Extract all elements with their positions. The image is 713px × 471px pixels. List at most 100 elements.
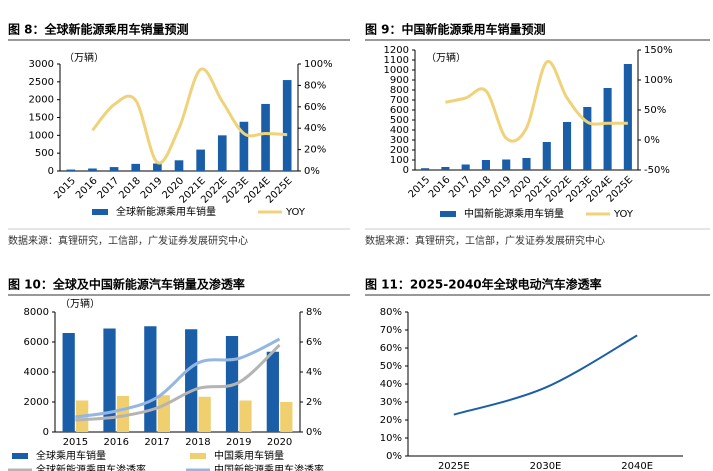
y-tick-label: 300 [390, 135, 409, 146]
line-series [453, 334, 638, 416]
bar [522, 158, 531, 170]
bar [109, 167, 119, 171]
bar [196, 149, 205, 171]
y-tick-label: 2000 [24, 397, 49, 408]
y-tick-label: 1000 [384, 65, 409, 76]
y2-tick-label: 150% [644, 45, 673, 56]
y-tick-label: 900 [390, 75, 409, 86]
y2-tick-label: 8% [306, 307, 322, 318]
y-tick-label: 50% [380, 361, 402, 372]
line-series [75, 343, 281, 422]
bar [116, 396, 130, 432]
bar [282, 80, 292, 171]
line-series [75, 337, 281, 419]
x-tick-label: 2016 [74, 175, 100, 201]
unit-note: （万辆） [426, 51, 466, 64]
legend-swatch [92, 209, 108, 215]
bar [603, 88, 612, 170]
y-tick-label: 70% [380, 325, 402, 336]
y-tick-label: 100 [390, 155, 409, 166]
x-tick-label: 2018 [117, 175, 143, 201]
bar [174, 160, 184, 171]
bar [623, 64, 632, 170]
bar [562, 122, 572, 170]
y2-tick-label: 0% [304, 166, 320, 177]
line-series [91, 67, 288, 165]
bar [502, 159, 511, 170]
bar [239, 400, 252, 432]
x-tick-label: 2016 [427, 174, 453, 200]
y2-tick-label: 4% [306, 367, 322, 378]
bar [239, 121, 249, 171]
x-tick-label: 2030E [530, 461, 562, 471]
y-tick-label: 80% [380, 307, 402, 318]
bar [542, 142, 551, 170]
legend-swatch [190, 453, 206, 459]
y-tick-label: 60% [380, 343, 402, 354]
legend-label: YOY [613, 209, 634, 220]
y2-tick-label: 50% [644, 105, 666, 116]
y2-tick-label: 6% [306, 337, 322, 348]
y-tick-label: 0% [386, 451, 402, 462]
y-tick-label: 0 [43, 427, 49, 438]
line-series [445, 60, 628, 143]
y-tick-label: 8000 [24, 307, 49, 318]
x-tick-label: 2020 [267, 437, 292, 448]
y-tick-label: 200 [390, 145, 409, 156]
y-tick-label: 6000 [24, 337, 49, 348]
y-tick-label: 3000 [29, 59, 54, 70]
y-tick-label: 4000 [24, 367, 49, 378]
y-tick-label: 10% [380, 433, 402, 444]
source-note: 数据来源：真锂研究，工信部，广发证券发展研究中心 [8, 234, 248, 247]
bar [461, 164, 470, 170]
bar [481, 160, 491, 170]
legend-label: YOY [285, 207, 306, 218]
x-tick-label: 2040E [621, 461, 653, 471]
x-tick-label: 2015 [407, 174, 433, 200]
chart-title: 图 11：2025-2040年全球电动汽车渗透率 [365, 277, 602, 292]
legend-label: 全球新能源乘用车销量 [116, 205, 216, 218]
y-tick-label: 1200 [384, 45, 409, 56]
y2-tick-label: 2% [306, 397, 322, 408]
x-tick-label: 2017 [96, 175, 122, 201]
x-tick-label: 2016 [104, 437, 129, 448]
unit-note: （万辆） [64, 51, 104, 64]
y-tick-label: 400 [390, 125, 409, 136]
legend-label: 全球新能源乘用车渗透率 [36, 463, 146, 471]
bar [441, 167, 450, 170]
y2-tick-label: 100% [304, 59, 333, 70]
y-tick-label: 800 [390, 85, 409, 96]
x-tick-label: 2017 [447, 174, 473, 200]
x-tick-label: 2018 [185, 437, 210, 448]
y-tick-label: 30% [380, 397, 402, 408]
y-tick-label: 1100 [384, 55, 409, 66]
y2-tick-label: 20% [304, 145, 326, 156]
chart-title: 图 10：全球及中国新能源汽车销量及渗透率 [8, 277, 245, 292]
bar [261, 103, 270, 171]
y2-tick-label: 0% [306, 427, 322, 438]
y-tick-label: 2500 [29, 77, 54, 88]
x-tick-label: 2018 [467, 174, 493, 200]
x-tick-label: 2025E [438, 461, 470, 471]
x-tick-label: 2019 [139, 175, 165, 201]
y-tick-label: 0 [403, 165, 409, 176]
x-tick-label: 2017 [144, 437, 169, 448]
bar [266, 351, 279, 432]
source-note: 数据来源：真锂研究，工信部，广发证券发展研究中心 [365, 234, 605, 247]
bar [103, 328, 116, 432]
legend-label: 中国新能源乘用车销量 [464, 207, 564, 220]
x-tick-label: 2019 [488, 174, 514, 200]
bar [185, 329, 198, 432]
y-tick-label: 700 [390, 95, 409, 106]
y2-tick-label: 40% [304, 123, 326, 134]
bar [157, 395, 170, 432]
legend-label: 全球乘用车销量 [36, 449, 106, 462]
unit-note: （万辆） [60, 297, 100, 310]
chart-title: 图 9：中国新能源乘用车销量预测 [365, 22, 546, 37]
y-tick-label: 1500 [29, 113, 54, 124]
x-tick-label: 2015 [52, 175, 78, 201]
bar [198, 396, 211, 432]
bar [153, 163, 162, 171]
